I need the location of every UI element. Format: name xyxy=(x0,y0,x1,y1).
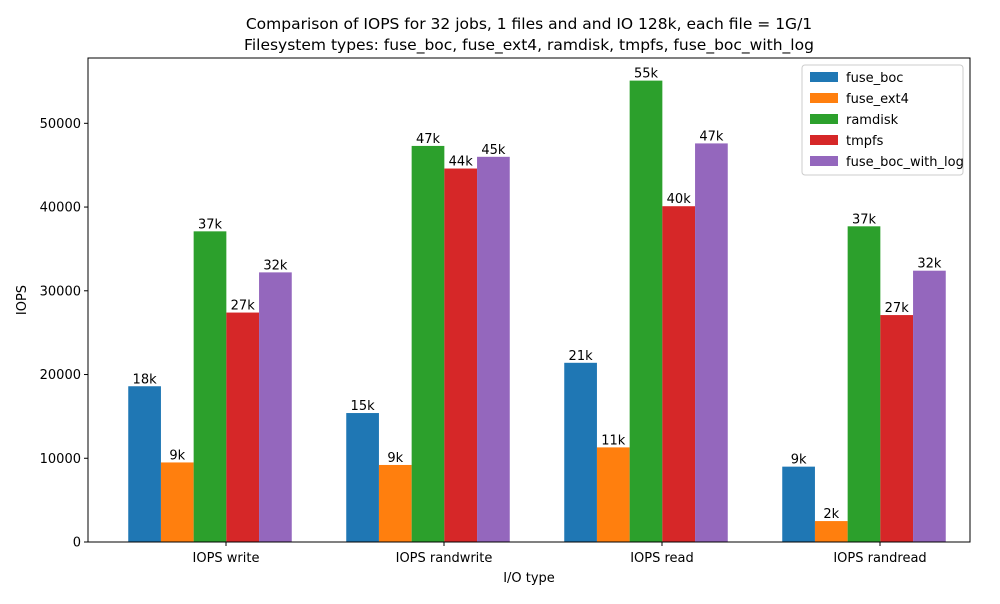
x-tick-label: IOPS read xyxy=(630,551,694,566)
bar-fuse_boc_with_log-3 xyxy=(913,270,946,542)
y-tick-label: 30000 xyxy=(40,284,81,299)
legend-swatch-fuse_boc_with_log xyxy=(810,156,838,166)
bar-fuse_boc-2 xyxy=(564,362,597,542)
legend-box xyxy=(801,64,964,176)
legend-swatch-ramdisk xyxy=(810,114,838,124)
legend-label-tmpfs: tmpfs xyxy=(846,134,884,149)
y-tick-label: 10000 xyxy=(40,452,81,467)
legend-swatch-fuse_ext4 xyxy=(810,93,838,103)
bar-fuse_ext4-0 xyxy=(160,462,194,542)
bar-label-fuse_boc-3: 9k xyxy=(791,453,807,468)
bar-label-ramdisk-1: 47k xyxy=(416,132,441,147)
bar-ramdisk-0 xyxy=(193,231,227,542)
chart-subtitle: Filesystem types: fuse_boc, fuse_ext4, r… xyxy=(244,36,814,55)
bar-fuse_boc-0 xyxy=(128,386,161,542)
x-tick-label: IOPS randread xyxy=(833,551,926,566)
legend-swatch-fuse_boc xyxy=(810,72,838,82)
bar-fuse_ext4-1 xyxy=(378,464,412,542)
bar-fuse_boc-1 xyxy=(346,413,379,542)
y-tick-label: 0 xyxy=(73,536,81,551)
legend-label-ramdisk: ramdisk xyxy=(846,113,899,128)
bar-fuse_ext4-3 xyxy=(814,521,848,542)
bar-label-fuse_boc-0: 18k xyxy=(133,372,158,387)
bar-label-tmpfs-0: 27k xyxy=(231,299,256,314)
bar-label-fuse_boc_with_log-3: 32k xyxy=(917,257,942,272)
bar-label-tmpfs-1: 44k xyxy=(449,155,474,170)
x-tick-label: IOPS randwrite xyxy=(396,551,493,566)
legend-label-fuse_boc_with_log: fuse_boc_with_log xyxy=(846,155,964,170)
legend-label-fuse_ext4: fuse_ext4 xyxy=(846,92,909,107)
bar-label-fuse_ext4-3: 2k xyxy=(823,507,839,522)
bar-fuse_boc-3 xyxy=(782,466,815,542)
bar-tmpfs-3 xyxy=(880,315,914,542)
bar-label-tmpfs-3: 27k xyxy=(885,301,910,316)
bar-ramdisk-2 xyxy=(629,80,663,543)
legend-label-fuse_boc: fuse_boc xyxy=(846,71,903,86)
bar-tmpfs-2 xyxy=(662,206,696,542)
bar-label-fuse_boc_with_log-0: 32k xyxy=(263,258,288,273)
x-axis-ticks: IOPS write IOPS randwrite IOPS read IOPS ra… xyxy=(193,542,927,566)
chart-title: Comparison of IOPS for 32 jobs, 1 files … xyxy=(246,15,812,33)
bar-label-ramdisk-3: 37k xyxy=(852,212,877,227)
legend-swatch-tmpfs xyxy=(810,135,838,145)
bar-fuse_boc_with_log-1 xyxy=(477,156,510,542)
y-tick-label: 20000 xyxy=(40,368,81,383)
bar-ramdisk-3 xyxy=(847,226,881,542)
bar-label-fuse_boc-1: 15k xyxy=(351,399,376,414)
bar-label-fuse_ext4-1: 9k xyxy=(387,451,403,466)
bar-label-fuse_boc_with_log-2: 47k xyxy=(699,129,724,144)
y-axis-label: IOPS xyxy=(15,285,30,315)
bar-ramdisk-1 xyxy=(411,145,445,543)
x-tick-label: IOPS write xyxy=(193,551,260,566)
bar-label-fuse_ext4-2: 11k xyxy=(601,433,626,448)
bar-label-fuse_boc_with_log-1: 45k xyxy=(481,143,506,158)
bar-label-fuse_boc-2: 21k xyxy=(569,349,594,364)
bar-fuse_boc_with_log-0 xyxy=(259,272,292,542)
bars-group xyxy=(128,80,946,543)
plot-frame xyxy=(87,57,971,543)
y-tick-label: 50000 xyxy=(40,117,81,132)
bar-label-fuse_ext4-0: 9k xyxy=(169,448,185,463)
bar-fuse_boc_with_log-2 xyxy=(695,143,728,542)
y-tick-label: 40000 xyxy=(40,201,81,216)
x-axis-label: I/O type xyxy=(503,571,555,586)
bar-tmpfs-1 xyxy=(444,168,478,542)
y-axis-ticks: 0 10000 20000 30000 40000 50000 xyxy=(40,117,88,551)
bar-label-tmpfs-2: 40k xyxy=(667,192,692,207)
bar-labels-group: 18k 9k 37k 27k 32k 15k 9k 47k 44k 45k 21k 11k 55k 40k… xyxy=(133,67,942,522)
bar-tmpfs-0 xyxy=(226,312,260,542)
bar-label-ramdisk-2: 55k xyxy=(634,67,659,82)
bar-fuse_ext4-2 xyxy=(596,447,630,542)
bar-label-ramdisk-0: 37k xyxy=(198,217,223,232)
